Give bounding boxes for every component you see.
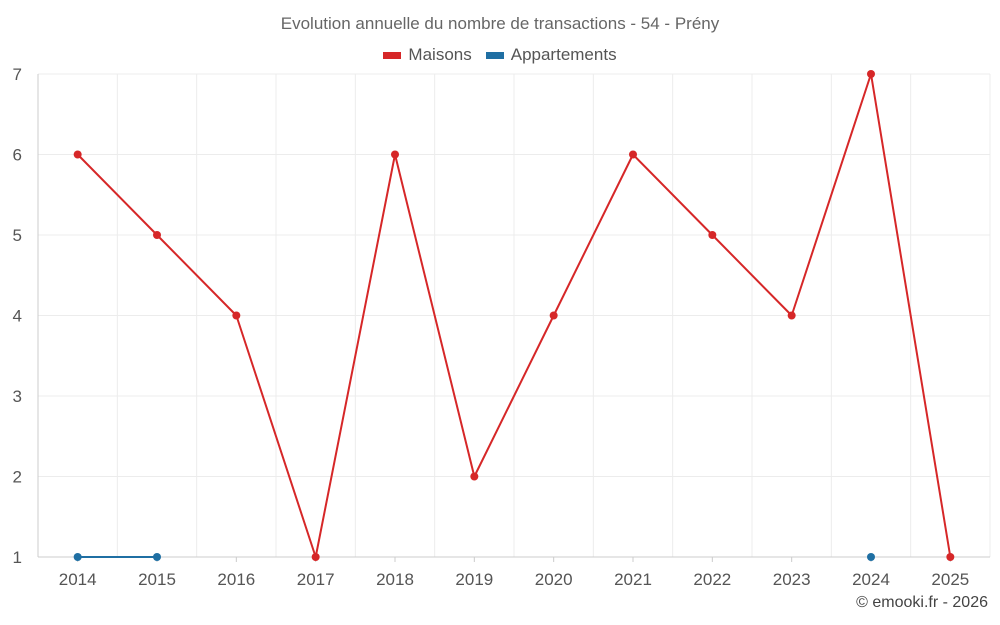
data-point-maisons[interactable] [73, 150, 82, 159]
data-point-maisons[interactable] [787, 311, 796, 320]
legend-swatch-appartements [485, 51, 504, 59]
y-tick-label: 3 [13, 387, 22, 406]
data-point-maisons[interactable] [232, 311, 241, 320]
legend-item-appartements[interactable]: Appartements [485, 45, 617, 65]
data-point-maisons[interactable] [470, 472, 479, 481]
x-tick-label: 2016 [217, 570, 255, 589]
data-point-maisons[interactable] [629, 150, 637, 159]
x-tick-label: 2020 [535, 570, 573, 589]
x-tick-label: 2023 [773, 570, 811, 589]
x-tick-label: 2017 [297, 570, 335, 589]
legend: Maisons Appartements [0, 45, 1000, 65]
data-point-appartements[interactable] [867, 553, 875, 561]
y-tick-label: 1 [13, 548, 22, 567]
series-line-maisons [76, 73, 952, 558]
x-tick-label: 2022 [693, 570, 731, 589]
credit-text: © emooki.fr - 2026 [856, 594, 988, 611]
x-tick-label: 2015 [138, 570, 176, 589]
legend-label-appartements: Appartements [510, 45, 617, 64]
x-tick-label: 2024 [852, 570, 890, 589]
x-tick-label: 2021 [614, 570, 652, 589]
chart-title: Evolution annuelle du nombre de transact… [280, 14, 720, 33]
x-tick-label: 2018 [376, 570, 414, 589]
y-tick-label: 2 [13, 468, 22, 487]
legend-label-maisons: Maisons [408, 45, 472, 64]
data-point-maisons[interactable] [153, 231, 161, 239]
x-tick-label: 2025 [931, 570, 969, 589]
legend-swatch-maisons [383, 51, 402, 59]
data-point-appartements[interactable] [73, 553, 82, 561]
y-tick-label: 4 [13, 307, 22, 326]
y-tick-label: 7 [13, 65, 22, 84]
data-point-maisons[interactable] [946, 553, 955, 561]
data-point-maisons[interactable] [549, 311, 558, 320]
data-point-maisons[interactable] [708, 231, 717, 239]
data-point-appartements[interactable] [153, 553, 161, 561]
y-tick-label: 6 [13, 146, 22, 165]
data-point-maisons[interactable] [867, 70, 875, 78]
y-tick-label: 5 [13, 226, 22, 245]
legend-item-maisons[interactable]: Maisons [383, 45, 472, 65]
data-point-maisons[interactable] [311, 553, 320, 561]
x-tick-label: 2019 [455, 570, 493, 589]
x-tick-label: 2014 [59, 570, 97, 589]
data-point-maisons[interactable] [391, 150, 399, 159]
